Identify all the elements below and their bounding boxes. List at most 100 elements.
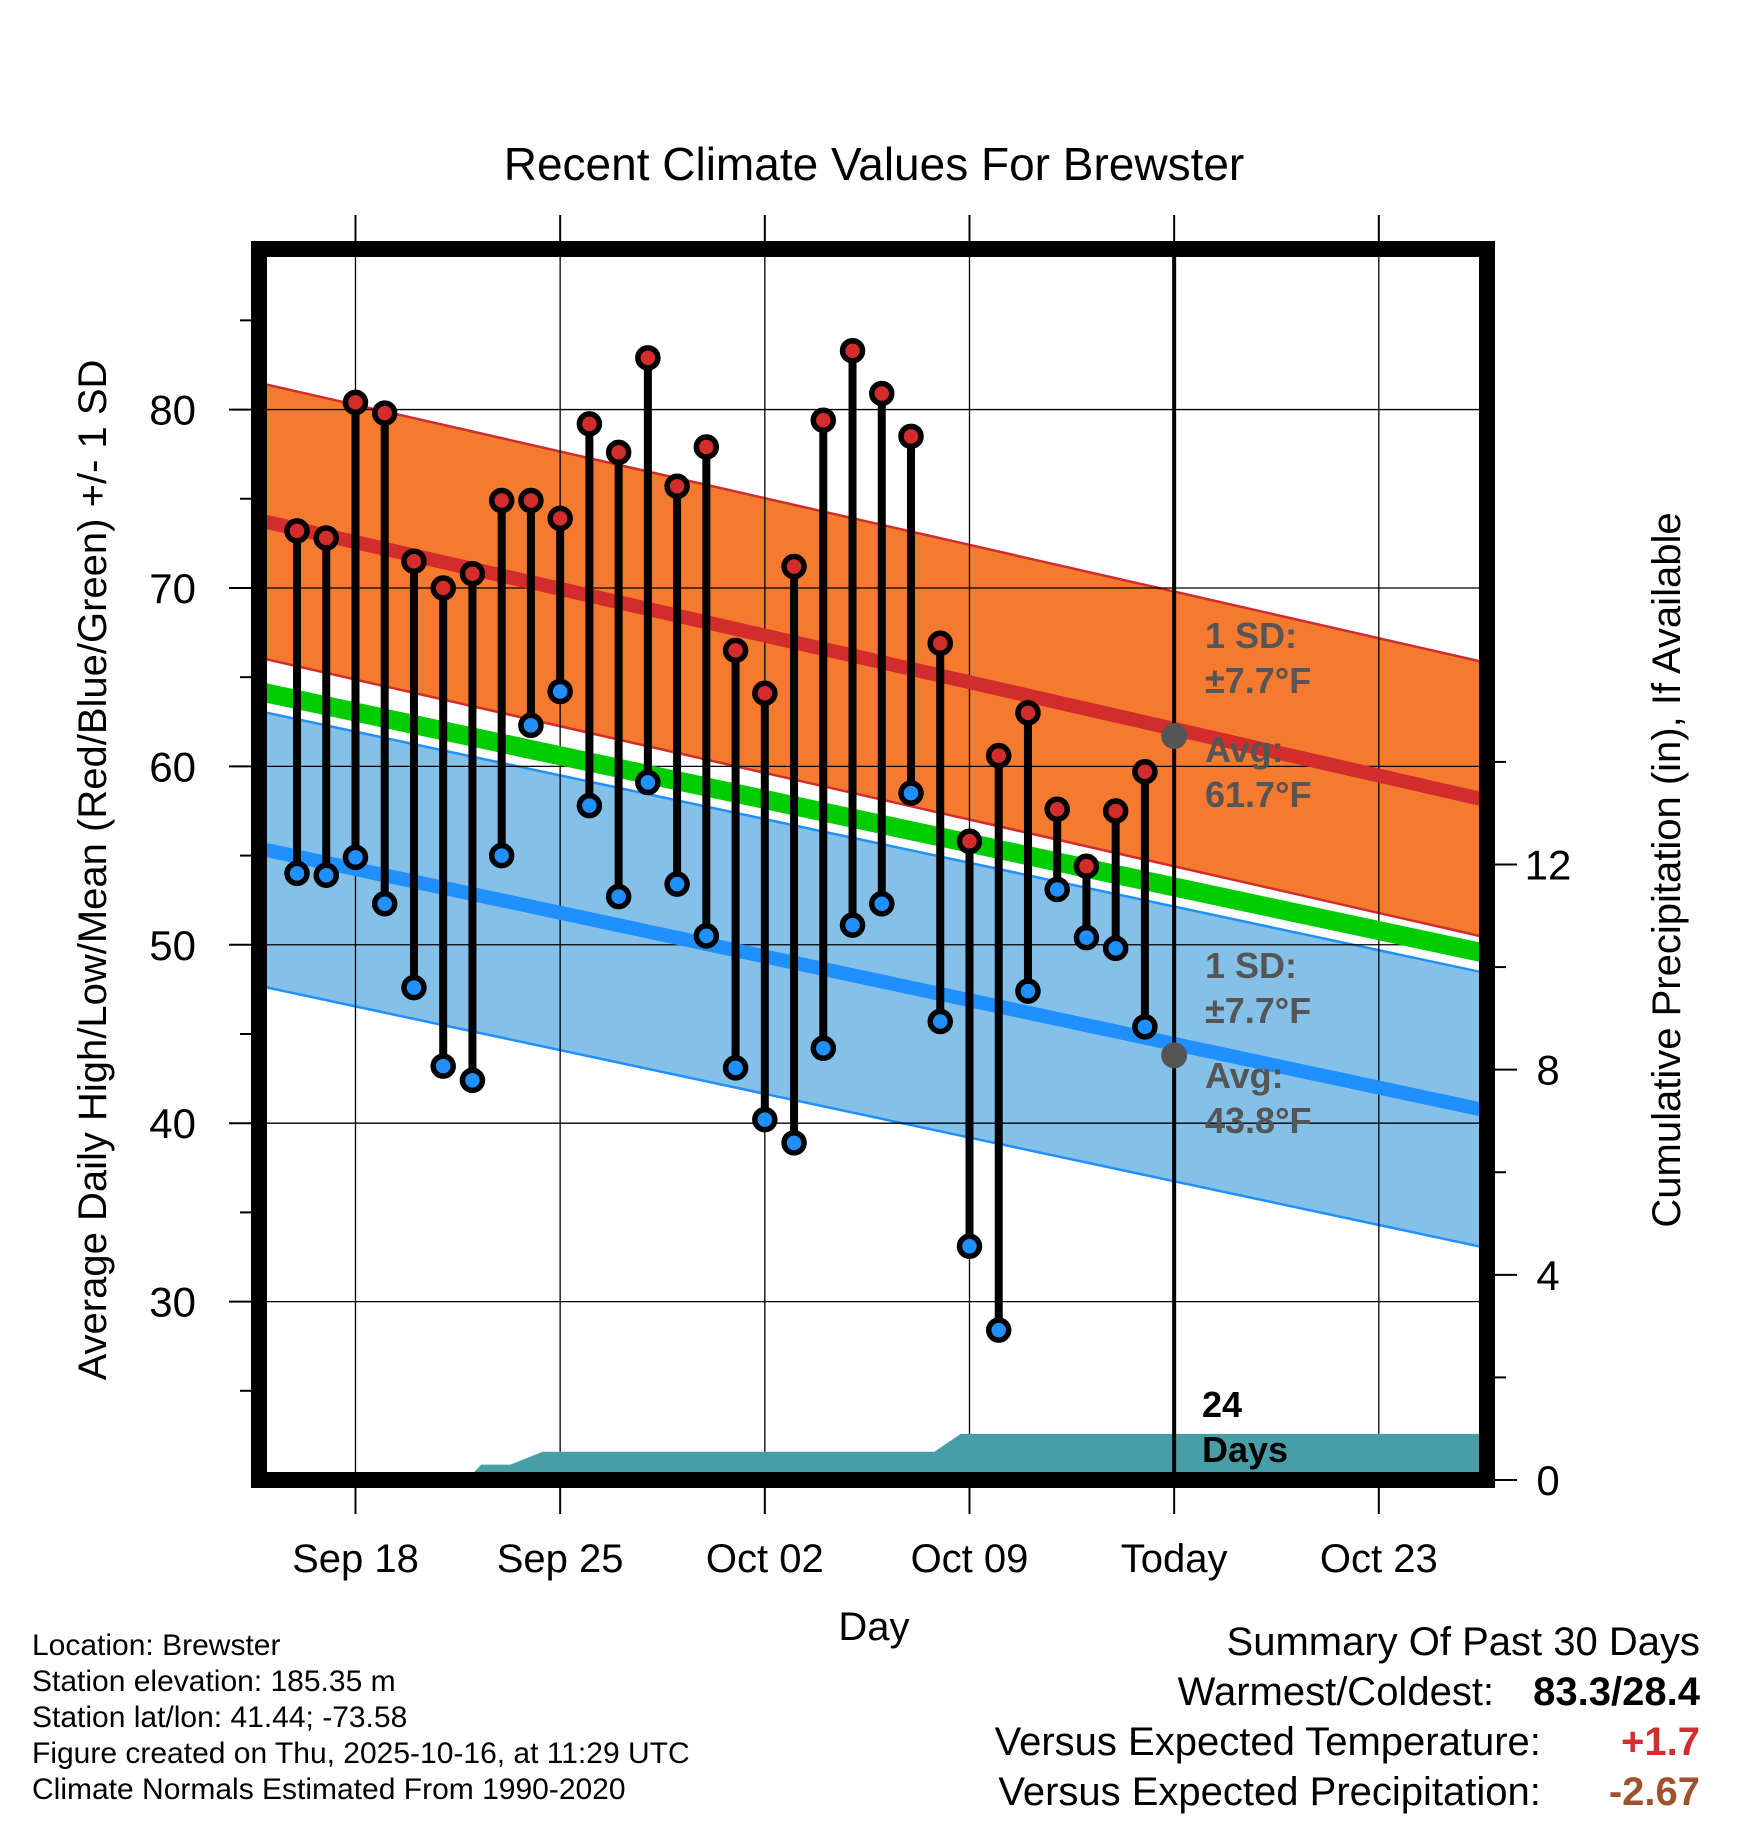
y-tick-label: 60 (149, 743, 196, 790)
low-point (1132, 1014, 1158, 1040)
daily-points (284, 337, 1158, 1343)
low-point (664, 871, 690, 897)
high-point (722, 637, 749, 664)
days-label: Days (1202, 1429, 1288, 1470)
high-point (488, 487, 515, 514)
low-sd-value: ±7.7°F (1205, 990, 1311, 1031)
low-point (459, 1067, 486, 1094)
low-point (518, 712, 544, 739)
temp-label: Versus Expected Temperature: (994, 1720, 1541, 1764)
mean-normal-line (257, 682, 1489, 963)
high-point (401, 548, 427, 574)
meta-normals: Climate Normals Estimated From 1990-2020 (32, 1773, 626, 1806)
low-point (898, 780, 924, 806)
low-band-upper-edge (258, 709, 1488, 975)
x-tick-label: Sep 18 (292, 1537, 419, 1581)
high-point (869, 380, 895, 407)
axes: 30 40 50 60 70 80 0 4 8 12 Sep 18 Sep 25 Oct 02 Oct 0… (149, 215, 1571, 1581)
y-tick-label: 30 (149, 1279, 196, 1326)
precip-value: -2.67 (1608, 1770, 1700, 1814)
daily-range-sticks (293, 346, 1149, 1335)
x-tick-label: Sep 25 (497, 1537, 624, 1581)
high-point (459, 560, 486, 587)
precip-label: Versus Expected Precipitation: (998, 1770, 1541, 1814)
x-tick-label: Today (1121, 1537, 1228, 1581)
high-point (635, 345, 661, 371)
x-axis-label: Day (838, 1605, 909, 1649)
low-point (635, 769, 661, 796)
y2-tick-label: 12 (1525, 842, 1572, 889)
high-avg-marker (1161, 723, 1188, 750)
low-point (1102, 935, 1129, 962)
annotations: 1 SD: ±7.7°F Avg: 61.7°F 1 SD: ±7.7°F Av… (1202, 615, 1311, 1470)
high-point (752, 680, 778, 706)
x-tick-label: Oct 09 (911, 1537, 1029, 1581)
low-point (810, 1035, 837, 1062)
low-point (284, 860, 310, 887)
high-point (576, 411, 603, 437)
high-point (1015, 700, 1041, 726)
low-point (401, 974, 427, 1001)
high-sd-label: 1 SD: (1205, 615, 1297, 656)
summary-temp: Versus Expected Temperature: +1.7 (995, 1720, 1700, 1765)
low-avg-marker (1161, 1042, 1188, 1069)
y2-tick-label: 8 (1536, 1047, 1559, 1094)
high-band-lower-edge (258, 656, 1488, 939)
y-tick-label: 40 (149, 1100, 196, 1147)
y2-tick-label: 0 (1536, 1457, 1559, 1504)
high-point (430, 575, 456, 601)
plot-frame (251, 241, 1495, 1488)
low-point (313, 862, 339, 888)
meta-created: Figure created on Thu, 2025-10-16, at 11… (32, 1737, 690, 1770)
low-point (752, 1106, 778, 1133)
x-tick-label: Oct 23 (1320, 1537, 1438, 1581)
low-point (488, 842, 515, 869)
high-point (839, 337, 866, 364)
low-point (1073, 924, 1100, 951)
low-normal-line (257, 841, 1489, 1118)
high-point (810, 407, 837, 434)
low-point (342, 844, 369, 871)
low-point (693, 923, 720, 949)
warm-cold-value: 83.3/28.4 (1533, 1670, 1700, 1714)
high-avg-label: Avg: (1205, 729, 1284, 770)
low-point (547, 678, 573, 705)
y2-axis-label: Cumulative Precipitation (in), If Availa… (1645, 512, 1689, 1227)
low-avg-value: 43.8°F (1205, 1100, 1311, 1141)
y-tick-label: 70 (149, 565, 196, 612)
high-point (342, 389, 369, 416)
low-band-lower-edge (258, 984, 1488, 1250)
y-tick-label: 80 (149, 387, 196, 434)
meta-location: Location: Brewster (32, 1629, 281, 1662)
high-point (313, 525, 339, 551)
high-point (664, 473, 690, 500)
summary-title: Summary Of Past 30 Days (1226, 1620, 1700, 1664)
high-point (1044, 796, 1070, 822)
y-tick-label: 50 (149, 922, 196, 969)
low-point (371, 890, 398, 917)
low-point (927, 1008, 953, 1035)
station-metadata: Location: Brewster Station elevation: 18… (32, 1628, 690, 1808)
low-point (430, 1053, 456, 1079)
high-point (547, 505, 573, 532)
high-band-upper-edge (258, 381, 1488, 665)
high-point (605, 439, 632, 466)
summary-precip: Versus Expected Precipitation: -2.67 (998, 1770, 1700, 1815)
low-point (1044, 876, 1070, 903)
x-tick-label: Oct 02 (706, 1537, 824, 1581)
high-point (518, 487, 544, 514)
today-markers (1161, 249, 1188, 1480)
y2-tick-label: 4 (1536, 1252, 1559, 1299)
warm-cold-label: Warmest/Coldest: (1177, 1670, 1495, 1714)
low-point (1015, 978, 1041, 1004)
high-point (927, 630, 953, 657)
low-avg-label: Avg: (1205, 1055, 1284, 1096)
low-point (956, 1233, 983, 1260)
precipitation-area (259, 1433, 1487, 1480)
high-point (956, 828, 983, 855)
high-point (781, 553, 807, 580)
high-point (693, 434, 720, 460)
high-point (1073, 853, 1100, 880)
low-point (869, 890, 895, 917)
